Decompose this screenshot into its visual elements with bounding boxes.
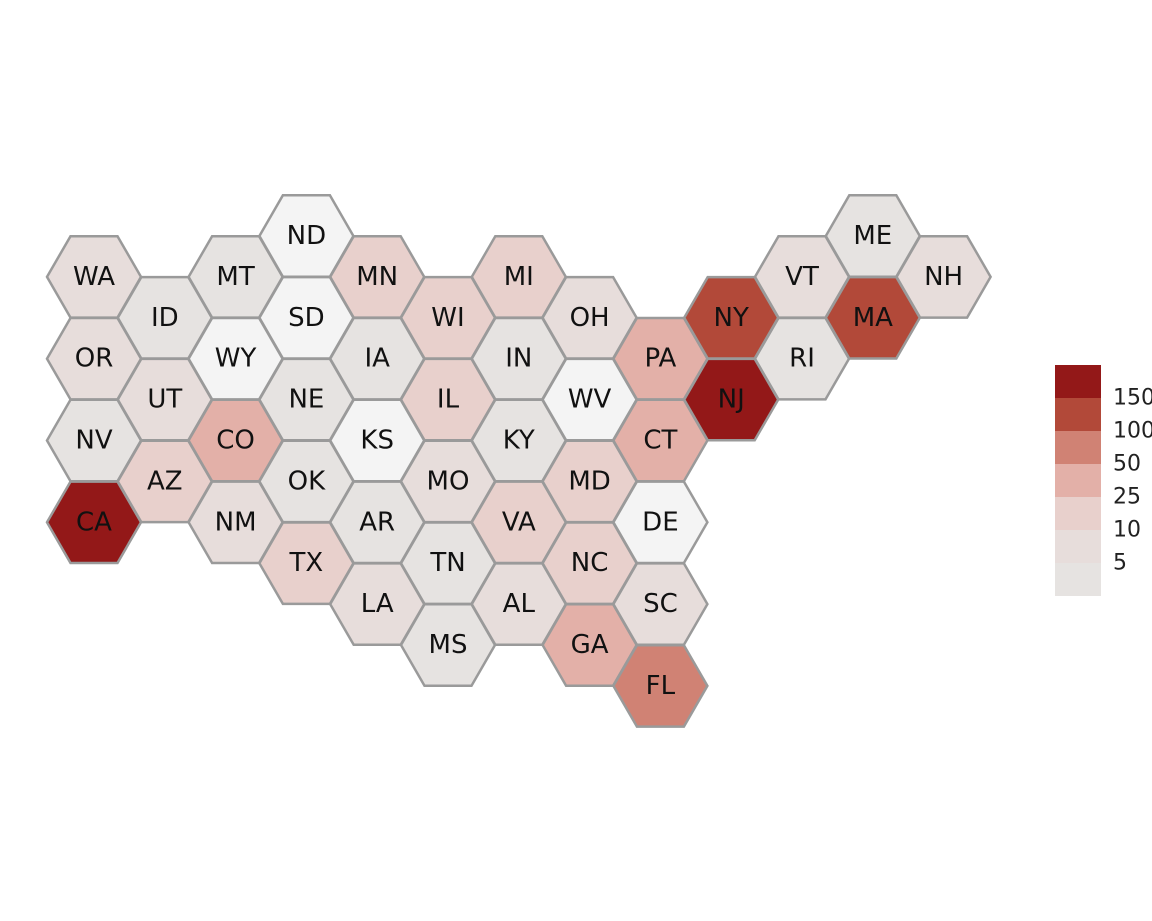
state-label: MT: [216, 262, 254, 292]
state-hex-ok: OK: [257, 439, 355, 524]
legend-tick-label: 150: [1113, 386, 1152, 411]
state-hex-nm: NM: [187, 480, 285, 565]
state-label: CT: [643, 426, 677, 456]
state-hex-mn: MN: [328, 234, 426, 319]
state-label: VA: [502, 507, 536, 537]
hex-shape: [611, 643, 709, 728]
state-label: WI: [431, 303, 464, 333]
state-hex-wv: WV: [541, 357, 639, 442]
state-label: NV: [75, 426, 112, 456]
state-label: KS: [360, 426, 394, 456]
state-hex-me: ME: [824, 194, 922, 278]
color-legend: 5 10 25 50 100 150: [1055, 365, 1152, 596]
state-label: LA: [361, 589, 394, 619]
legend-tick-label: 10: [1113, 518, 1141, 543]
state-hex-wa: WA: [45, 234, 143, 319]
state-hex-ny: NY: [682, 275, 780, 360]
state-hex-sd: SD: [257, 275, 355, 360]
state-hex-fl: FL: [611, 643, 709, 728]
state-label: TX: [289, 548, 324, 578]
legend-swatch: [1055, 431, 1101, 464]
state-label: MD: [568, 466, 610, 496]
state-label: GA: [571, 630, 609, 660]
state-hex-sc: SC: [611, 562, 709, 647]
state-label: NC: [571, 548, 609, 578]
state-label: KY: [503, 426, 535, 456]
state-hex-wi: WI: [399, 275, 497, 360]
state-label: TN: [429, 548, 465, 578]
legend-swatch: [1055, 398, 1101, 431]
state-label: OR: [75, 344, 114, 374]
state-label: AR: [359, 507, 395, 537]
legend-tick-label: 25: [1113, 485, 1141, 510]
state-hexes: WA OR NV CA ID UT AZ MT WY CO NM ND SD NE OK TX MN IA KS AR…: [45, 194, 993, 728]
legend-swatch: [1055, 464, 1101, 497]
state-hex-vt: VT: [753, 234, 851, 319]
state-label: OK: [288, 466, 326, 496]
state-label: ND: [287, 221, 326, 251]
state-hex-ne: NE: [257, 357, 355, 442]
state-label: NM: [215, 507, 257, 537]
state-label: DE: [642, 507, 678, 537]
state-label: AZ: [147, 466, 183, 496]
legend-swatch: [1055, 365, 1101, 398]
state-label: RI: [789, 344, 815, 374]
state-label: WA: [73, 262, 115, 292]
state-label: OH: [570, 303, 610, 333]
state-hex-nc: NC: [541, 521, 639, 606]
state-label: NH: [924, 262, 963, 292]
state-label: WV: [568, 385, 612, 415]
state-hex-al: AL: [470, 562, 568, 647]
legend-tick-label: 100: [1113, 419, 1152, 444]
legend-swatch: [1055, 563, 1101, 596]
state-label: IN: [505, 344, 532, 374]
state-hex-or: OR: [45, 316, 143, 401]
legend-tick-label: 50: [1113, 452, 1141, 477]
legend-swatch: [1055, 530, 1101, 563]
state-label: WY: [215, 344, 257, 374]
state-label: AL: [503, 589, 536, 619]
state-label: PA: [644, 344, 676, 374]
state-label: NY: [714, 303, 749, 333]
state-label: MN: [356, 262, 398, 292]
state-label: ID: [151, 303, 179, 333]
state-label: IL: [437, 385, 460, 415]
state-hex-ct: CT: [611, 398, 709, 483]
state-hex-ms: MS: [399, 603, 497, 687]
state-label: CA: [76, 507, 112, 537]
state-label: VT: [785, 262, 819, 292]
state-label: MA: [853, 303, 893, 333]
state-label: NE: [288, 385, 324, 415]
state-hex-ca: CA: [45, 480, 143, 565]
state-label: CO: [216, 426, 255, 456]
state-label: ME: [853, 221, 892, 251]
state-label: MI: [504, 262, 534, 292]
state-label: SC: [643, 589, 678, 619]
state-label: MS: [429, 630, 468, 660]
state-label: MO: [427, 466, 470, 496]
legend-swatch: [1055, 497, 1101, 530]
state-label: IA: [364, 344, 390, 374]
state-label: UT: [147, 385, 182, 415]
hex-shape: [895, 234, 993, 319]
state-hex-nh: NH: [895, 234, 993, 319]
state-label: FL: [646, 671, 676, 701]
legend-tick-label: 5: [1113, 551, 1127, 576]
state-label: SD: [288, 303, 325, 333]
state-label: NJ: [718, 385, 745, 415]
